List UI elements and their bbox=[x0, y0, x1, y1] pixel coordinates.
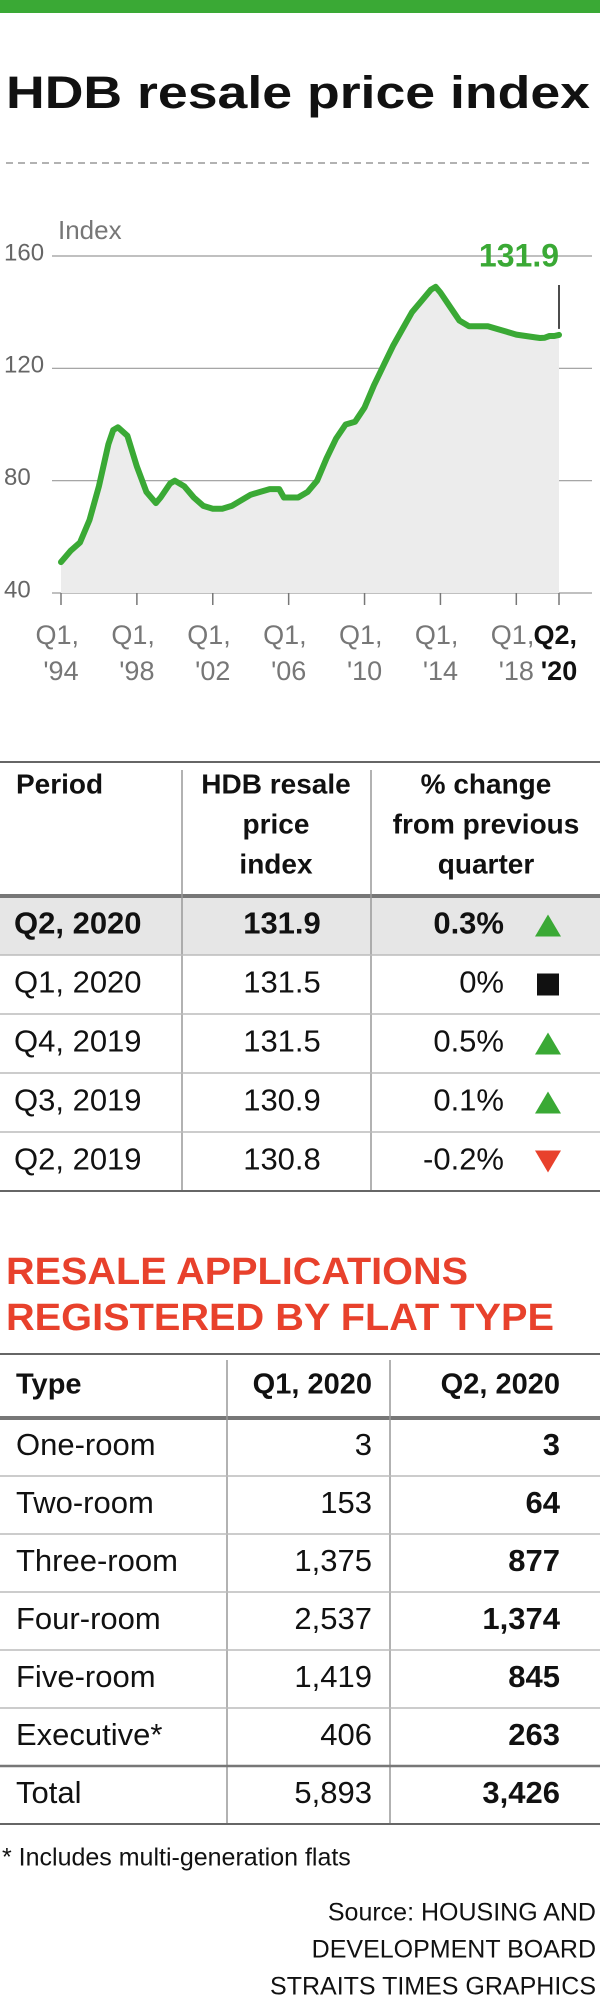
table-cell: Executive* bbox=[16, 1717, 162, 1752]
table-cell: 1,374 bbox=[482, 1601, 560, 1636]
x-tick-label: Q1, '06 bbox=[263, 620, 314, 686]
x-tick-label: Q1, '02 bbox=[187, 620, 238, 686]
table-cell: 3 bbox=[355, 1427, 372, 1462]
x-tick-label: Q2, '20 bbox=[533, 620, 584, 686]
x-tick-line: '20 bbox=[541, 656, 577, 686]
x-tick-label: Q1, '10 bbox=[339, 620, 390, 686]
y-tick-label: 80 bbox=[4, 464, 31, 491]
x-tick-line: '94 bbox=[43, 656, 78, 686]
x-tick-label: Q1, '94 bbox=[35, 620, 86, 686]
table-cell: 64 bbox=[526, 1485, 561, 1520]
x-tick-line: '06 bbox=[271, 656, 306, 686]
table-cell: Three-room bbox=[16, 1543, 178, 1578]
chart-title: HDB resale price index bbox=[6, 67, 590, 118]
x-tick-line: '02 bbox=[195, 656, 230, 686]
table-header: Type bbox=[16, 1369, 82, 1401]
line bbox=[58, 283, 562, 566]
period: Q2, 2019 bbox=[14, 1142, 142, 1177]
change: -0.2% bbox=[423, 1142, 504, 1177]
change: 0.3% bbox=[433, 906, 504, 941]
y-axis-label: Index bbox=[58, 215, 122, 245]
source: DEVELOPMENT BOARD bbox=[312, 1936, 596, 1964]
x-tick-line: Q1, bbox=[111, 620, 162, 650]
index: 131.5 bbox=[243, 1024, 321, 1059]
period: Q3, 2019 bbox=[14, 1083, 142, 1118]
highlight-row bbox=[0, 896, 600, 955]
trend-up bbox=[535, 914, 561, 937]
table-cell: Five-room bbox=[16, 1659, 156, 1694]
period: Q1, 2020 bbox=[14, 965, 142, 1000]
table-cell: 877 bbox=[508, 1543, 560, 1578]
area bbox=[61, 286, 559, 593]
table-cell: 263 bbox=[508, 1717, 560, 1752]
table-cell: 3 bbox=[543, 1427, 560, 1462]
annotation: 131.9 bbox=[479, 237, 559, 273]
table-cell: 153 bbox=[320, 1485, 372, 1520]
table-cell: 845 bbox=[508, 1659, 560, 1694]
x-tick-line: '14 bbox=[423, 656, 458, 686]
table-header: Q1, 2020 bbox=[253, 1369, 372, 1401]
table-header: from previous bbox=[393, 808, 580, 839]
table-header: HDB resale bbox=[201, 768, 350, 799]
trend-down bbox=[535, 1150, 561, 1173]
change: 0.5% bbox=[433, 1024, 504, 1059]
table-header: Q2, 2020 bbox=[441, 1369, 560, 1401]
index: 130.9 bbox=[243, 1083, 321, 1118]
x-tick-label: Q1, '18 bbox=[491, 620, 542, 686]
footnote: * Includes multi-generation flats bbox=[2, 1844, 351, 1872]
table-cell: 406 bbox=[320, 1717, 372, 1752]
x-tick-line: Q1, bbox=[491, 620, 542, 650]
table-header: quarter bbox=[438, 848, 535, 879]
trend-flat bbox=[537, 973, 559, 996]
table-cell: 5,893 bbox=[294, 1775, 372, 1810]
x-tick-line: Q1, bbox=[35, 620, 86, 650]
table-cell: Two-room bbox=[16, 1485, 154, 1520]
index: 131.9 bbox=[243, 906, 321, 941]
period: Q2, 2020 bbox=[14, 906, 142, 941]
y-tick-label: 160 bbox=[4, 239, 44, 266]
period: Q4, 2019 bbox=[14, 1024, 142, 1059]
change: 0% bbox=[459, 965, 504, 1000]
trend-up bbox=[535, 1032, 561, 1055]
x-tick-label: Q1, '14 bbox=[415, 620, 466, 686]
section-title: REGISTERED BY FLAT TYPE bbox=[6, 1297, 554, 1339]
table-cell: 1,375 bbox=[294, 1543, 372, 1578]
trend-up bbox=[535, 1091, 561, 1114]
table-header: index bbox=[239, 848, 313, 879]
x-tick-line: Q1, bbox=[415, 620, 466, 650]
top-bar bbox=[0, 0, 600, 13]
table-cell: 1,419 bbox=[294, 1659, 372, 1694]
x-tick-line: '18 bbox=[499, 656, 534, 686]
index: 130.8 bbox=[243, 1142, 321, 1177]
table-cell: 2,537 bbox=[294, 1601, 372, 1636]
x-tick-line: Q1, bbox=[187, 620, 238, 650]
x-tick-line: Q1, bbox=[339, 620, 390, 650]
x-tick-label: Q1, '98 bbox=[111, 620, 162, 686]
x-tick-line: Q1, bbox=[263, 620, 314, 650]
x-tick-line: '10 bbox=[347, 656, 382, 686]
index: 131.5 bbox=[243, 965, 321, 1000]
source: STRAITS TIMES GRAPHICS bbox=[270, 1973, 596, 2001]
x-tick-line: Q2, bbox=[533, 620, 584, 650]
y-tick-label: 120 bbox=[4, 352, 44, 379]
table-header: % change bbox=[421, 768, 552, 799]
x-tick-line: '98 bbox=[119, 656, 154, 686]
y-tick-label: 40 bbox=[4, 576, 31, 603]
table-cell: One-room bbox=[16, 1427, 156, 1462]
table-header: price bbox=[243, 808, 310, 839]
table-cell: 3,426 bbox=[482, 1775, 560, 1810]
source: Source: HOUSING AND bbox=[328, 1899, 596, 1927]
table-header: Period bbox=[16, 768, 103, 799]
table-cell: Four-room bbox=[16, 1601, 161, 1636]
change: 0.1% bbox=[433, 1083, 504, 1118]
section-title: RESALE APPLICATIONS bbox=[6, 1251, 468, 1293]
table-cell: Total bbox=[16, 1775, 81, 1810]
